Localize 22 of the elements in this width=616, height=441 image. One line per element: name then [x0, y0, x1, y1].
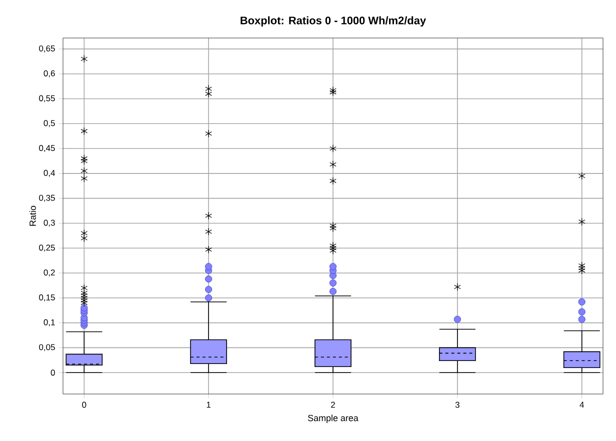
x-tick-label: 0	[82, 402, 86, 408]
y-axis-title: Ratio	[29, 206, 36, 226]
y-tick-label: 0,45	[39, 145, 55, 152]
y-tick-label: 0,25	[39, 244, 55, 252]
x-tick-label: 4	[580, 402, 584, 408]
y-tick-label: 0,2	[44, 270, 55, 276]
y-tick-label: 0,35	[39, 194, 55, 202]
x-axis-title: Sample area	[308, 414, 358, 423]
y-tick-label: 0,65	[39, 45, 55, 52]
chart-title: Boxplot: Ratios 0 - 1000 Wh/m2/day	[240, 16, 426, 26]
y-tick-label: 0,5	[44, 120, 55, 128]
x-tick-label: 3	[455, 402, 460, 408]
y-tick-label: 0,4	[44, 170, 55, 177]
y-tick-label: 0,6	[44, 70, 55, 78]
y-tick-label: 0,1	[44, 319, 55, 326]
x-tick-label: 2	[331, 402, 335, 408]
y-tick-label: 0	[50, 370, 55, 376]
x-tick-label: 1	[206, 402, 211, 408]
y-tick-label: 0,3	[44, 220, 55, 227]
y-tick-label: 0,05	[39, 344, 55, 352]
y-tick-label: 0,15	[39, 294, 55, 302]
y-tick-label: 0,55	[39, 95, 55, 102]
